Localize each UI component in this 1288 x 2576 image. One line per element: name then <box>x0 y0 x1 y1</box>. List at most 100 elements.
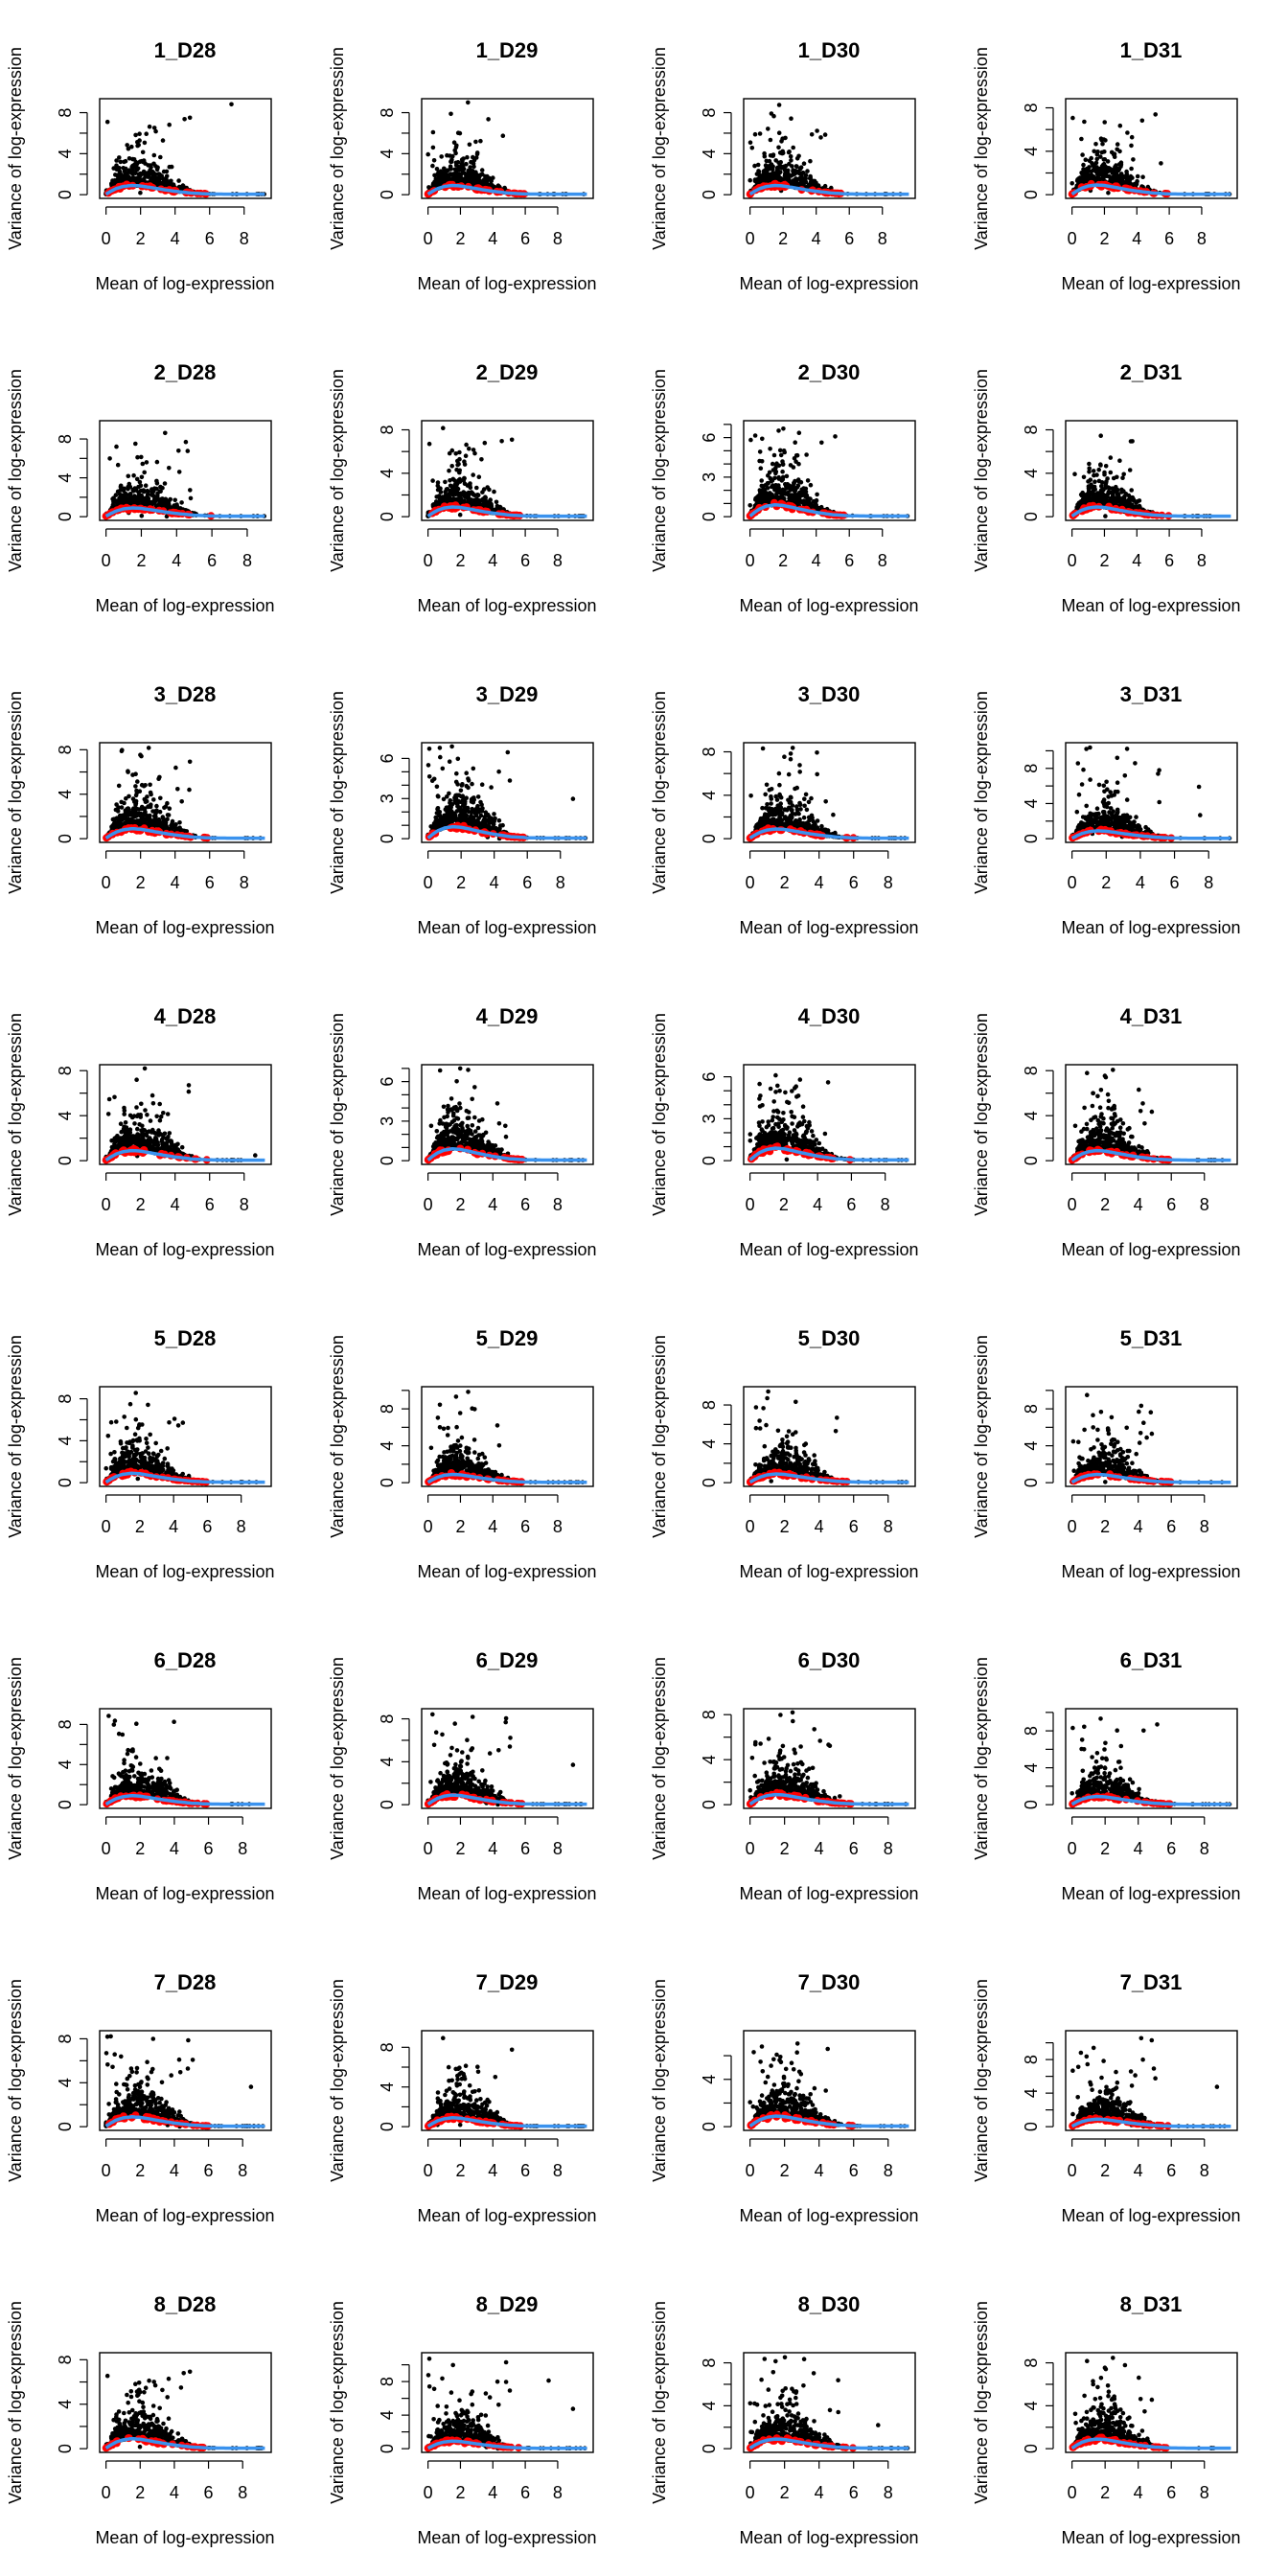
data-point <box>1110 171 1116 175</box>
data-point <box>141 489 147 494</box>
data-point <box>756 169 762 174</box>
data-point <box>794 485 800 490</box>
data-point <box>454 492 460 496</box>
data-point <box>1107 168 1112 173</box>
data-point <box>155 165 160 170</box>
data-point <box>147 124 152 129</box>
data-point <box>782 173 788 178</box>
data-point <box>1095 150 1100 154</box>
data-point <box>457 449 462 455</box>
y-tick-label: 4 <box>378 469 397 478</box>
data-point <box>136 172 142 177</box>
data-point <box>759 459 765 464</box>
data-point <box>793 172 797 176</box>
data-point <box>114 444 119 449</box>
data-point <box>464 442 469 448</box>
data-point <box>457 130 463 136</box>
data-point <box>182 117 187 122</box>
data-point <box>1104 166 1109 171</box>
x-tick-label: 6 <box>520 551 530 570</box>
data-point <box>109 181 114 186</box>
data-point <box>770 468 776 472</box>
y-tick-label: 0 <box>700 190 719 199</box>
x-tick-label: 4 <box>1132 229 1141 248</box>
plot-box <box>421 420 594 521</box>
data-point <box>1101 161 1107 167</box>
y-axis-label: Variance of log-expression <box>972 47 991 250</box>
data-point <box>1101 170 1107 175</box>
data-point <box>435 480 441 485</box>
data-point <box>137 479 143 485</box>
data-point <box>1092 149 1096 154</box>
data-point <box>1115 177 1120 183</box>
data-point <box>487 499 493 505</box>
data-point <box>447 468 451 473</box>
data-point <box>479 457 484 462</box>
x-tick-label: 4 <box>171 229 180 248</box>
data-point <box>137 159 143 164</box>
data-point <box>140 494 145 499</box>
data-point <box>482 440 488 446</box>
data-point <box>179 500 184 505</box>
data-point <box>796 430 802 435</box>
data-point <box>1113 164 1117 170</box>
data-point <box>752 131 758 137</box>
data-point <box>774 461 779 466</box>
data-point <box>482 498 487 504</box>
data-point <box>117 155 122 160</box>
data-point <box>1096 172 1101 177</box>
data-point <box>158 489 163 494</box>
data-point <box>1106 191 1111 196</box>
data-point <box>1105 159 1111 164</box>
data-point <box>131 499 136 505</box>
data-point <box>443 494 448 499</box>
data-point <box>752 433 758 438</box>
data-point <box>156 172 162 176</box>
data-point <box>1102 150 1107 154</box>
x-tick-label: 4 <box>812 229 821 248</box>
data-point <box>770 152 776 157</box>
data-point <box>804 452 809 457</box>
x-axis-label: Mean of log-expression <box>95 596 274 615</box>
data-point <box>780 474 786 480</box>
data-point <box>492 489 496 494</box>
data-point <box>121 488 126 494</box>
data-point <box>1077 178 1083 183</box>
data-point <box>485 173 490 179</box>
data-point <box>1102 120 1107 125</box>
data-point <box>764 158 770 164</box>
data-point <box>1098 154 1103 159</box>
data-point <box>452 478 457 483</box>
x-tick-label: 8 <box>878 229 887 248</box>
data-point <box>176 178 181 183</box>
data-point <box>448 111 453 117</box>
data-point <box>467 142 472 148</box>
data-point <box>780 469 785 474</box>
data-point <box>1080 152 1085 157</box>
data-point <box>1118 164 1123 170</box>
data-point <box>466 498 472 503</box>
data-point <box>471 154 475 160</box>
data-point <box>777 448 783 453</box>
data-point <box>757 449 763 454</box>
data-point <box>183 439 189 445</box>
data-point <box>188 488 193 493</box>
data-point <box>434 167 440 172</box>
data-point <box>132 176 137 182</box>
data-point <box>786 173 791 178</box>
data-point <box>768 447 772 451</box>
data-point <box>787 161 792 167</box>
data-point <box>134 476 140 482</box>
data-point <box>126 497 131 502</box>
data-point <box>776 145 781 150</box>
data-point <box>117 166 122 171</box>
x-tick-label: 8 <box>242 551 252 570</box>
data-point <box>489 178 494 184</box>
data-point <box>1088 173 1093 179</box>
data-point <box>1116 168 1121 173</box>
y-tick-label: 4 <box>700 149 719 158</box>
data-point <box>141 158 147 163</box>
data-point <box>778 150 783 155</box>
data-point <box>435 500 440 505</box>
